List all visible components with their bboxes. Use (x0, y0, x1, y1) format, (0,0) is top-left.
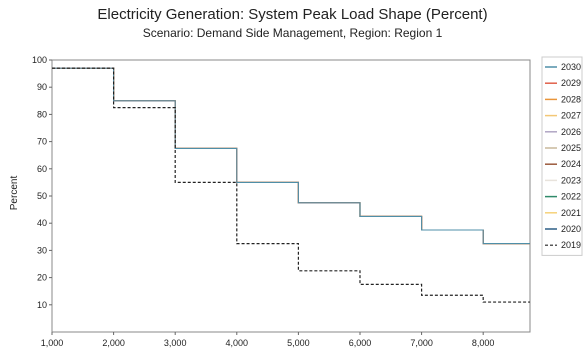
chart-title: Electricity Generation: System Peak Load… (97, 6, 488, 23)
plot-area (52, 67, 530, 303)
x-tick-label: 4,000 (226, 338, 249, 348)
legend-label-2022: 2022 (561, 192, 581, 202)
series-line-2027 (52, 67, 530, 245)
series-line-2023 (52, 67, 530, 245)
legend-label-2030: 2030 (561, 62, 581, 72)
series-line-2025 (52, 67, 530, 245)
series-line-2022 (52, 67, 530, 245)
legend-label-2028: 2028 (561, 94, 581, 104)
y-tick-label: 60 (37, 164, 47, 174)
series-line-2019 (52, 67, 530, 303)
x-tick-label: 7,000 (410, 338, 433, 348)
series-line-2021 (52, 67, 530, 245)
y-tick-label: 80 (37, 109, 47, 119)
y-tick-label: 40 (37, 218, 47, 228)
chart-legend[interactable]: 2030 2029 2028 2027 2026 2025 2024 2023 2022 2021… (541, 56, 583, 256)
legend-label-2019: 2019 (561, 240, 581, 250)
series-line-2024 (52, 67, 530, 245)
legend-label-2023: 2023 (561, 175, 581, 185)
legend-label-2029: 2029 (561, 78, 581, 88)
series-line-2029 (52, 67, 530, 245)
chart-subtitle: Scenario: Demand Side Management, Region… (142, 26, 443, 40)
x-tick-label: 1,000 (41, 338, 64, 348)
series-line-2026 (52, 67, 530, 245)
x-tick-label: 5,000 (287, 338, 310, 348)
x-tick-label: 6,000 (349, 338, 372, 348)
x-tick-label: 2,000 (102, 338, 125, 348)
x-tick-label: 3,000 (164, 338, 187, 348)
legend-label-2025: 2025 (561, 143, 581, 153)
y-tick-label: 90 (37, 82, 47, 92)
x-tick-label: 8,000 (472, 338, 495, 348)
series-line-2028 (52, 67, 530, 245)
legend-label-2027: 2027 (561, 111, 581, 121)
y-axis-label: Percent (9, 176, 20, 211)
legend-label-2024: 2024 (561, 159, 581, 169)
y-tick-label: 20 (37, 273, 47, 283)
chart-axes: 10 20 30 40 50 60 70 80 90 100 1,000 2,000 3,000 4,00… (32, 55, 531, 348)
legend-label-2020: 2020 (561, 224, 581, 234)
y-tick-label: 70 (37, 137, 47, 147)
y-tick-label: 50 (37, 191, 47, 201)
series-line-2020 (52, 67, 530, 245)
y-tick-label: 100 (32, 55, 47, 65)
legend-box (541, 56, 583, 256)
legend-label-2026: 2026 (561, 127, 581, 137)
series-line-2030 (52, 67, 530, 245)
y-tick-label: 10 (37, 300, 47, 310)
y-tick-label: 30 (37, 245, 47, 255)
legend-label-2021: 2021 (561, 208, 581, 218)
